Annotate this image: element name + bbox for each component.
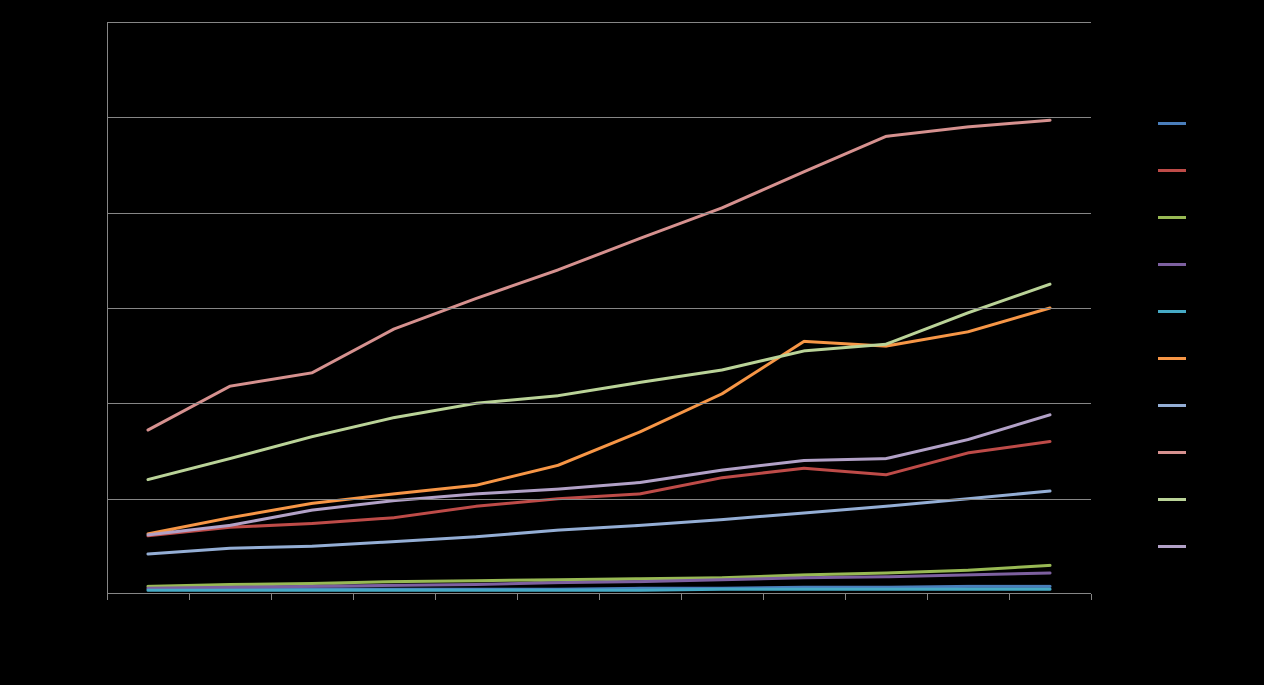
series-line-series-7 — [148, 491, 1050, 554]
legend-swatch — [1158, 357, 1186, 360]
line-chart — [0, 0, 1264, 685]
x-tick — [1091, 594, 1092, 600]
x-tick — [927, 594, 928, 600]
legend-swatch — [1158, 216, 1186, 219]
series-line-series-8 — [148, 120, 1050, 430]
plot-area — [107, 22, 1091, 594]
series-line-series-5 — [148, 589, 1050, 590]
legend-swatch — [1158, 404, 1186, 407]
series-line-series-10 — [148, 415, 1050, 535]
legend-swatch — [1158, 263, 1186, 266]
legend-swatch — [1158, 310, 1186, 313]
x-tick — [271, 594, 272, 600]
x-tick — [763, 594, 764, 600]
series-line-series-6 — [148, 308, 1050, 534]
gridline — [107, 117, 1091, 118]
x-tick — [107, 594, 108, 600]
legend-swatch — [1158, 122, 1186, 125]
legend-swatch — [1158, 498, 1186, 501]
gridline — [107, 22, 1091, 23]
gridline — [107, 308, 1091, 309]
gridline — [107, 403, 1091, 404]
x-tick — [435, 594, 436, 600]
legend-swatch — [1158, 451, 1186, 454]
series-line-series-2 — [148, 442, 1050, 536]
x-tick — [189, 594, 190, 600]
x-tick — [1009, 594, 1010, 600]
x-tick — [353, 594, 354, 600]
gridline — [107, 213, 1091, 214]
x-tick — [845, 594, 846, 600]
legend-swatch — [1158, 169, 1186, 172]
legend-swatch — [1158, 545, 1186, 548]
x-tick — [599, 594, 600, 600]
x-tick — [681, 594, 682, 600]
x-tick — [517, 594, 518, 600]
series-line-series-9 — [148, 284, 1050, 479]
gridline — [107, 499, 1091, 500]
